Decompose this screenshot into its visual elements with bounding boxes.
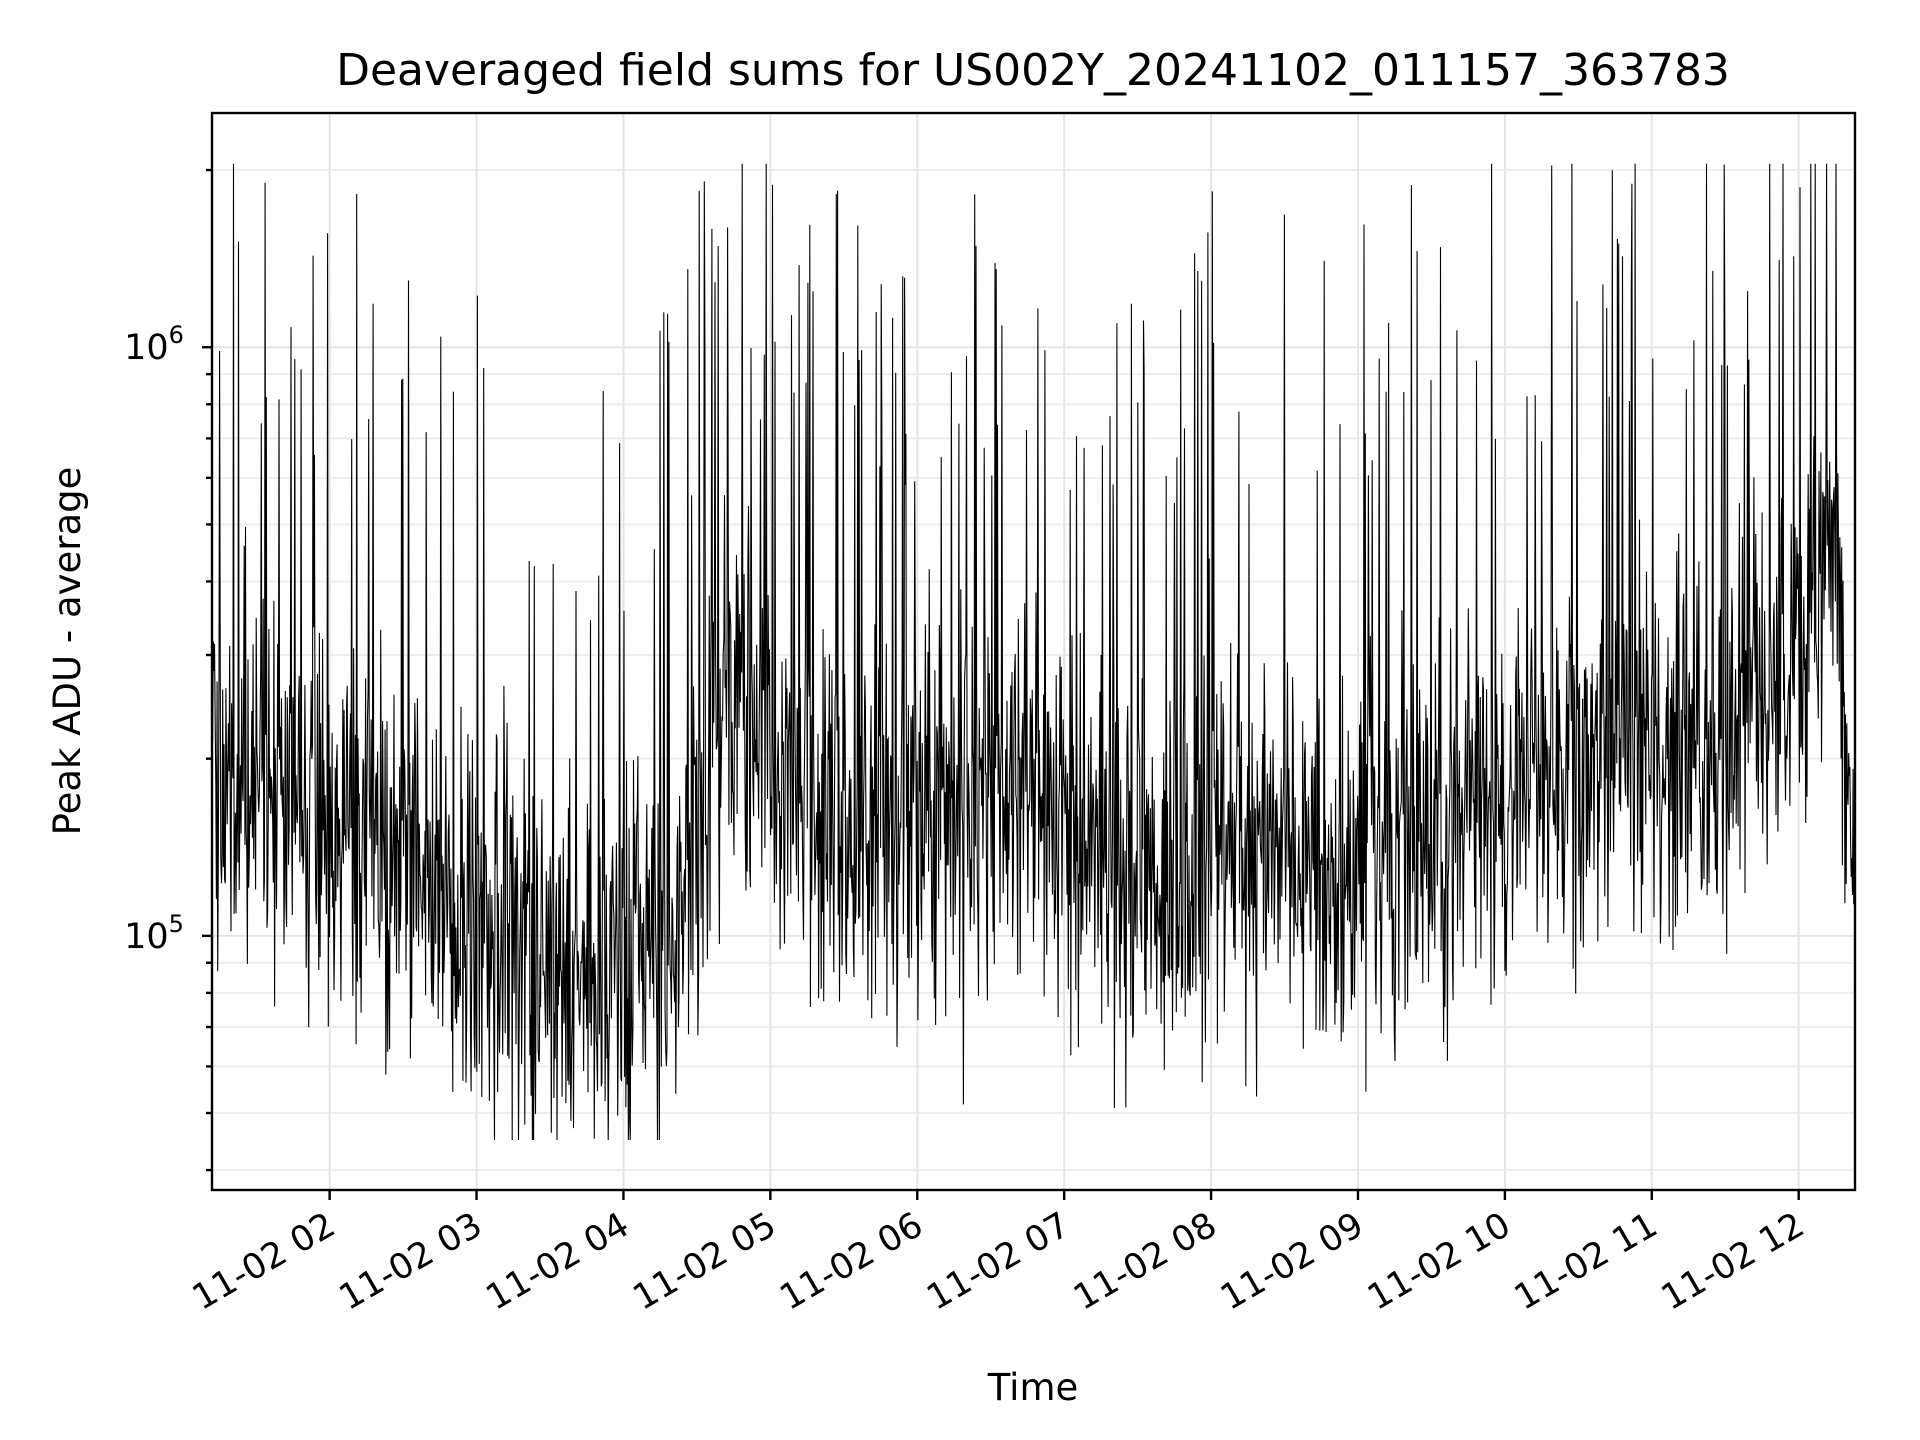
y-tick-label: 106 [124, 321, 184, 368]
series-line [211, 163, 1856, 1141]
data-series [211, 163, 1856, 1141]
grid-lines [212, 113, 1855, 1190]
x-axis-label: Time [987, 1366, 1079, 1409]
plot-frame [210, 111, 1857, 1192]
y-axis-label: Peak ADU - average [46, 467, 89, 836]
y-tick-label: 105 [124, 910, 184, 957]
chart-title: Deaveraged field sums for US002Y_2024110… [336, 45, 1730, 96]
